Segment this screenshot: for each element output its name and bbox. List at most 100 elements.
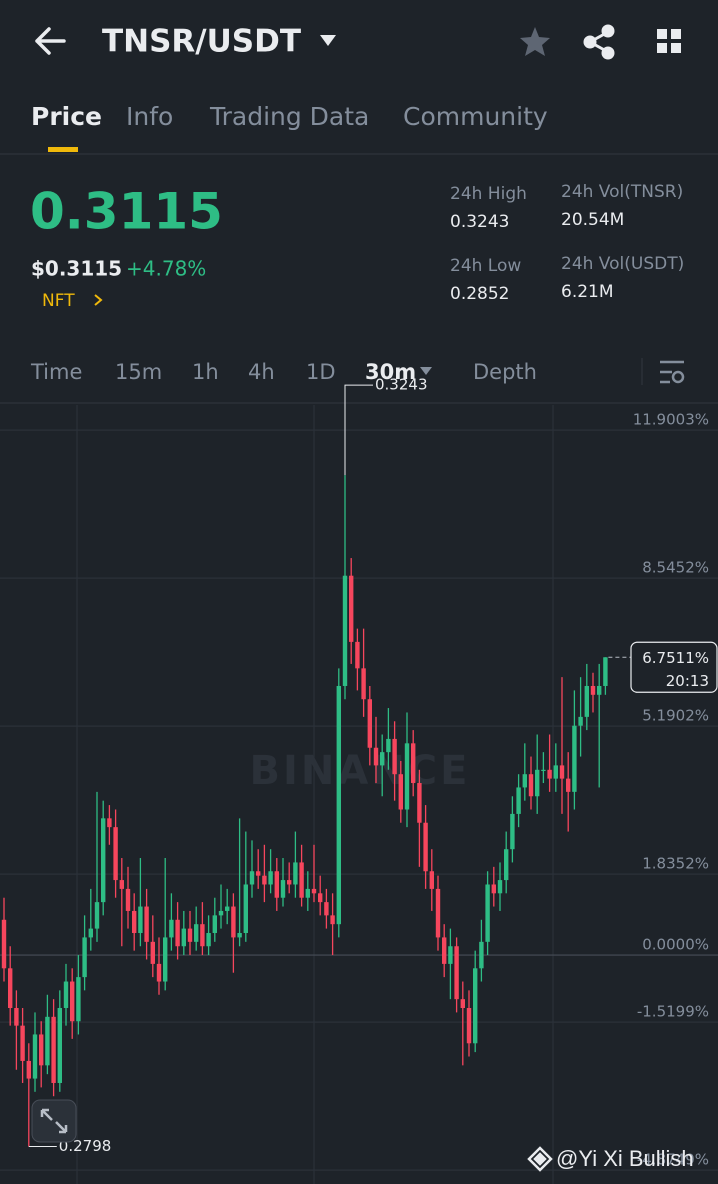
last-price: 0.3115 — [30, 183, 223, 241]
candle-body — [497, 880, 503, 894]
timeframe[interactable]: Time — [30, 360, 82, 384]
menu-square — [671, 29, 681, 39]
tab[interactable]: Price — [31, 102, 102, 131]
candle-body — [590, 685, 596, 695]
candle-body — [541, 769, 546, 771]
share-icon[interactable] — [583, 24, 615, 60]
favorite-icon[interactable] — [520, 27, 550, 56]
y-tick-label: -4.8749% — [637, 1151, 709, 1169]
candle-body — [206, 933, 211, 947]
candle-body — [262, 875, 267, 885]
candle-body — [547, 769, 552, 779]
candle-body — [522, 774, 527, 788]
candle-body — [20, 1025, 25, 1061]
candle-body — [553, 765, 558, 779]
symbol-dropdown[interactable] — [320, 35, 336, 46]
last-price-countdown: 20:13 — [666, 672, 709, 690]
candle-body — [504, 849, 509, 881]
back-arrow — [35, 27, 66, 55]
share-dot — [601, 46, 615, 60]
candle-body — [491, 884, 496, 894]
candle-body — [305, 888, 310, 898]
candle-body — [280, 880, 286, 898]
candle-body — [324, 902, 329, 916]
tag[interactable]: NFT — [42, 291, 75, 311]
back-button[interactable] — [35, 27, 66, 55]
candle-body — [32, 1034, 38, 1079]
candle-body — [578, 716, 583, 726]
candle-body — [330, 915, 335, 925]
timeframe[interactable]: 4h — [248, 360, 275, 384]
stat-value: 0.3243 — [450, 212, 509, 232]
candle-body — [194, 924, 199, 942]
chart: BINANCE 11.9003% 8.5452% 5.1902% 1.8352% 0.00… — [0, 376, 718, 1184]
expand-arrows — [40, 1108, 68, 1134]
expand-button[interactable] — [31, 1099, 77, 1143]
candle-body — [435, 888, 441, 938]
stat-label: 24h Low — [450, 256, 521, 276]
candle-body — [218, 910, 224, 916]
y-tick-label: -1.5199% — [637, 1003, 709, 1021]
candle-body — [318, 893, 323, 903]
candle-body — [299, 862, 304, 898]
share-dot — [583, 35, 597, 49]
timeframe[interactable]: 1h — [192, 360, 219, 384]
candle-body — [367, 699, 372, 748]
candle-body — [373, 747, 379, 766]
candle-body — [584, 685, 589, 717]
candle-body — [144, 906, 149, 942]
candle-body — [460, 999, 465, 1008]
tag-chevron — [94, 294, 103, 306]
interval-dropdown[interactable] — [420, 367, 432, 375]
candle-body — [82, 937, 87, 978]
candle-body — [398, 774, 403, 810]
candle-body — [249, 871, 255, 885]
menu-icon[interactable] — [657, 29, 681, 53]
candle-body — [132, 910, 137, 934]
stat-label: 24h Vol(USDT) — [561, 254, 684, 274]
candle-body — [355, 641, 360, 669]
candle-body — [181, 928, 186, 947]
timeframe[interactable]: Depth — [473, 360, 537, 384]
last-price-box — [630, 641, 718, 693]
candle-body — [528, 774, 534, 797]
candle-body — [429, 871, 434, 889]
candle-body — [39, 1034, 44, 1066]
timeframe[interactable]: 15m — [115, 360, 162, 384]
candle-body — [535, 769, 540, 797]
candle-body — [423, 822, 428, 872]
candle-body — [311, 888, 317, 894]
candle-body — [603, 657, 608, 686]
candle-body — [454, 946, 459, 1000]
y-tick-label: 0.0000% — [642, 936, 709, 954]
menu-square — [657, 43, 667, 53]
candle-body — [473, 968, 478, 1044]
candle-body — [200, 924, 205, 947]
candle-body — [63, 981, 69, 1008]
candle-body — [336, 685, 341, 925]
candle-body — [76, 977, 81, 1022]
candle-body — [1, 919, 7, 969]
tab[interactable]: Community — [403, 102, 548, 131]
chart-settings-icon[interactable] — [660, 360, 685, 384]
stat-label: 24h Vol(TNSR) — [561, 182, 683, 202]
tab[interactable]: Trading Data — [209, 102, 369, 131]
price-change: +4.78% — [126, 257, 206, 281]
candle-body — [231, 906, 236, 938]
high-label: 0.3243 — [375, 376, 428, 394]
symbol-title[interactable]: TNSR/USDT — [102, 24, 301, 60]
candle-body — [442, 937, 447, 964]
candle-body — [125, 888, 131, 911]
timeframe[interactable]: 1D — [306, 360, 336, 384]
tab[interactable]: Info — [126, 102, 173, 131]
candle-body — [156, 963, 162, 982]
timeframe[interactable]: 30m — [365, 360, 416, 384]
candle-body — [163, 937, 168, 982]
fiat-price: $0.3115 — [31, 257, 122, 281]
candle-body — [45, 1016, 50, 1066]
candle-body — [88, 928, 93, 938]
menu-square — [657, 29, 667, 39]
candle-body — [510, 813, 515, 850]
candle-body — [274, 871, 279, 898]
